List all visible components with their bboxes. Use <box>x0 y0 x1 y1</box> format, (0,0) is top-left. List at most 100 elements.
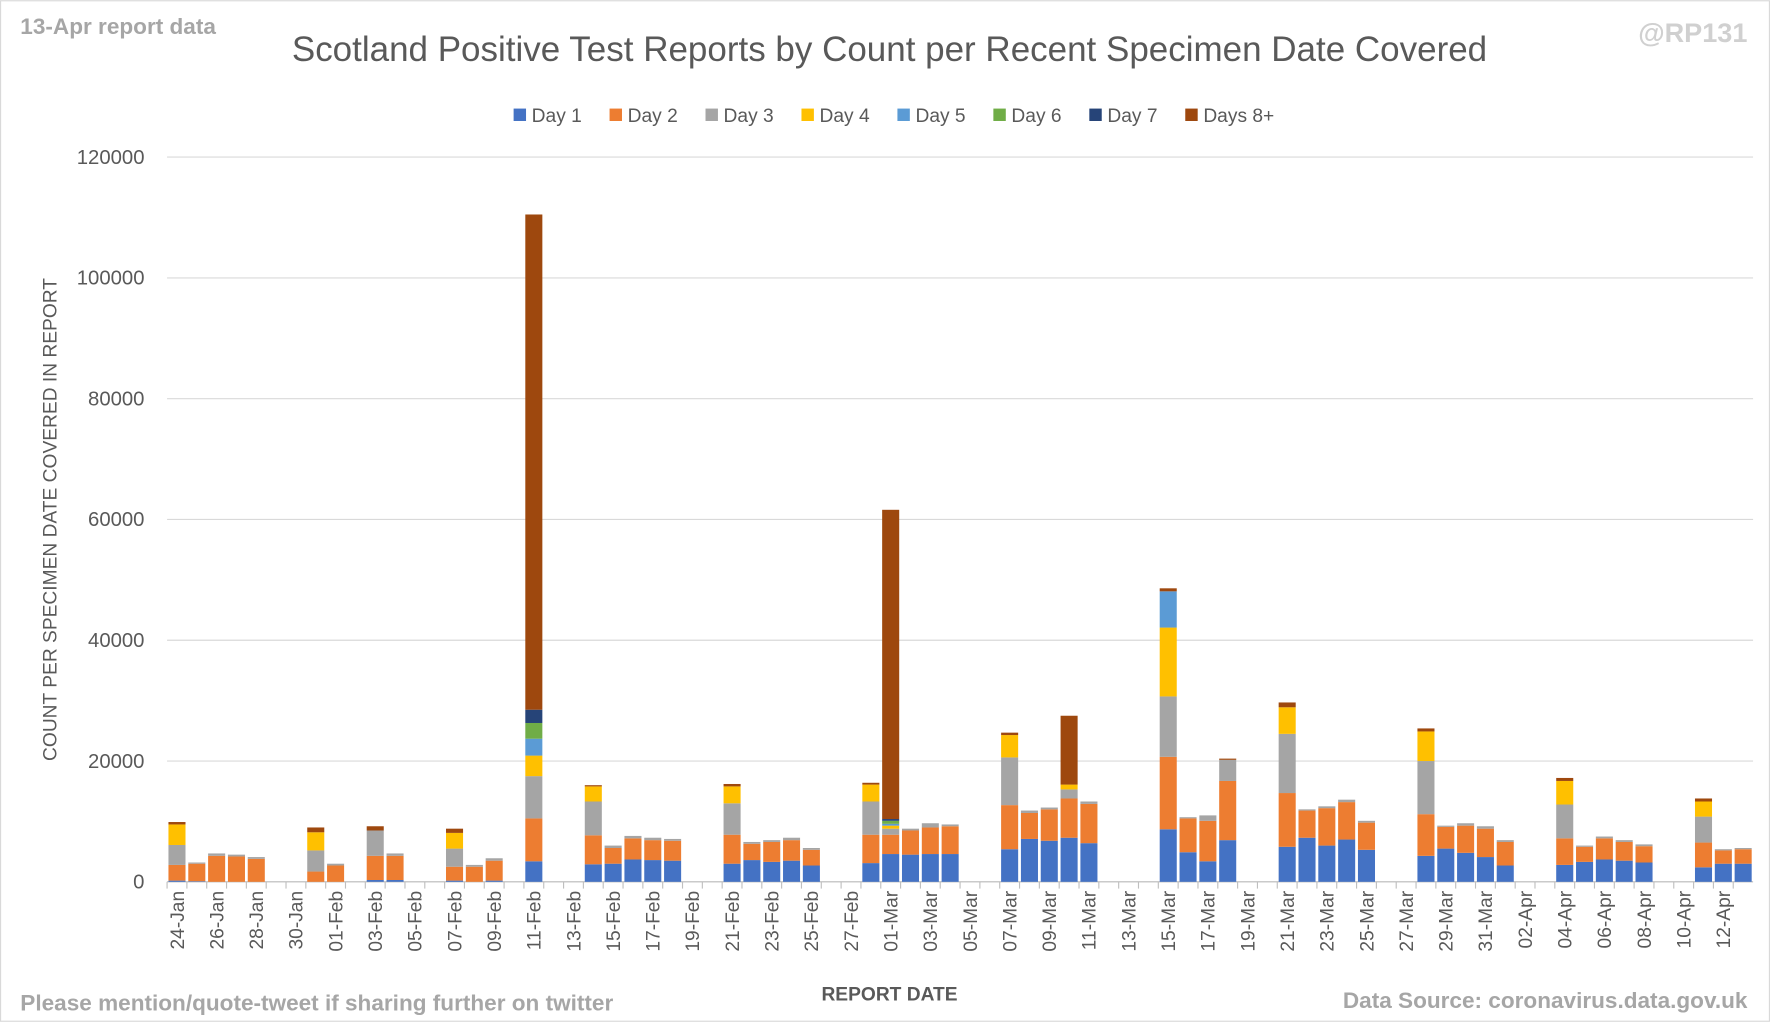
x-tick-label: 08-Apr <box>1635 890 1656 948</box>
bar-segment <box>168 822 186 825</box>
x-tick-label: 27-Feb <box>842 891 863 952</box>
bar-segment <box>1496 841 1514 866</box>
bar-segment <box>1159 588 1177 592</box>
bar-segment <box>1060 715 1078 785</box>
x-tick-label: 25-Feb <box>802 891 823 952</box>
x-tick-label: 19-Feb <box>683 891 704 952</box>
x-tick-label: 23-Mar <box>1318 890 1339 951</box>
bar-segment <box>1318 808 1336 846</box>
bar-segment <box>1556 804 1574 839</box>
x-tick-label: 10-Apr <box>1674 890 1695 948</box>
bar-segment <box>1020 812 1038 839</box>
x-tick-label: 07-Mar <box>1000 890 1021 951</box>
bar-segment <box>1338 799 1356 803</box>
bar-segment <box>1635 862 1653 882</box>
bar-segment <box>802 849 820 866</box>
bar-segment <box>327 865 345 882</box>
bar-segment <box>1159 829 1177 882</box>
bar-segment <box>941 854 959 882</box>
bar-segment <box>1298 810 1316 838</box>
bar-segment <box>1179 852 1197 882</box>
bar-segment <box>783 840 801 861</box>
bar-segment <box>307 871 325 882</box>
bar-segment <box>366 880 384 882</box>
bar-segment <box>1694 816 1713 843</box>
bar-segment <box>1417 731 1435 762</box>
bar-segment <box>485 858 503 861</box>
bar-segment <box>1714 849 1732 851</box>
bar-segment <box>168 880 186 882</box>
bar-segment <box>1595 836 1613 839</box>
bar-segment <box>1159 696 1177 757</box>
bar-segment <box>1219 840 1237 882</box>
bar-segment <box>1020 810 1038 813</box>
bar-segment <box>723 803 741 835</box>
bar-segment <box>168 864 186 881</box>
bar-segment <box>604 847 622 864</box>
bar-segment <box>1437 826 1455 849</box>
bar-segment <box>1694 842 1713 868</box>
bar-segment <box>1437 848 1455 882</box>
bar-segment <box>1219 759 1237 781</box>
bar-segment <box>446 866 464 881</box>
legend-swatch <box>801 108 814 121</box>
bar-segment <box>1496 865 1514 882</box>
bar-segment <box>1060 784 1078 790</box>
legend-label: Day 1 <box>532 106 582 127</box>
bar-segment <box>862 784 880 802</box>
bar-segment <box>1338 802 1356 840</box>
bar-segment <box>1615 840 1633 842</box>
bar-segment <box>1060 837 1078 882</box>
bar-segment <box>1556 777 1574 781</box>
bar-segment <box>247 857 265 859</box>
x-tick-label: 26-Jan <box>207 891 228 950</box>
x-tick-label: 29-Mar <box>1437 890 1458 951</box>
y-tick-label: 80000 <box>88 388 144 410</box>
bar-segment <box>1298 837 1316 882</box>
bar-segment <box>1278 793 1296 847</box>
bar-segment <box>1417 728 1435 732</box>
bar-segment <box>901 828 920 831</box>
bar-segment <box>446 832 464 849</box>
bar-segment <box>1001 805 1019 850</box>
bar-segment <box>882 854 900 882</box>
x-tick-label: 30-Jan <box>287 891 308 950</box>
bar-segment <box>1635 844 1653 847</box>
bar-segment <box>1457 823 1475 826</box>
bar-segment <box>624 835 642 839</box>
bar-segment <box>446 848 464 867</box>
bar-segment <box>525 755 543 777</box>
bar-segment <box>882 825 900 829</box>
x-tick-label: 03-Feb <box>366 891 387 952</box>
y-tick-label: 100000 <box>77 268 145 290</box>
bar-segment <box>1159 756 1177 830</box>
bar-segment <box>1595 859 1613 882</box>
x-tick-label: 15-Mar <box>1159 890 1180 951</box>
bar-segment <box>664 860 682 882</box>
bar-segment <box>1694 867 1713 882</box>
bar-segment <box>763 840 781 842</box>
bar-segment <box>168 824 186 845</box>
legend-label: Days 8+ <box>1203 106 1274 127</box>
bar-segment <box>525 861 543 882</box>
x-tick-label: 07-Feb <box>445 891 466 952</box>
bar-segment <box>446 880 464 882</box>
legend-swatch <box>513 108 527 121</box>
bar-segment <box>921 827 939 855</box>
bar-segment <box>1357 822 1376 850</box>
bar-segment <box>802 865 820 882</box>
legend-label: Day 3 <box>724 106 774 127</box>
bar-segment <box>485 880 503 882</box>
bar-segment <box>1714 850 1732 864</box>
bar-segment <box>882 823 900 826</box>
bar-segment <box>1219 758 1237 760</box>
bar-segment <box>1694 798 1713 802</box>
x-tick-label: 04-Apr <box>1556 890 1577 948</box>
bar-segment <box>1199 815 1217 821</box>
legend-swatch <box>1185 108 1198 121</box>
x-tick-label: 13-Feb <box>564 891 585 952</box>
bar-segment <box>227 854 245 857</box>
bar-segment <box>1199 861 1217 882</box>
bar-segment <box>901 854 920 882</box>
bar-segment <box>208 853 226 856</box>
